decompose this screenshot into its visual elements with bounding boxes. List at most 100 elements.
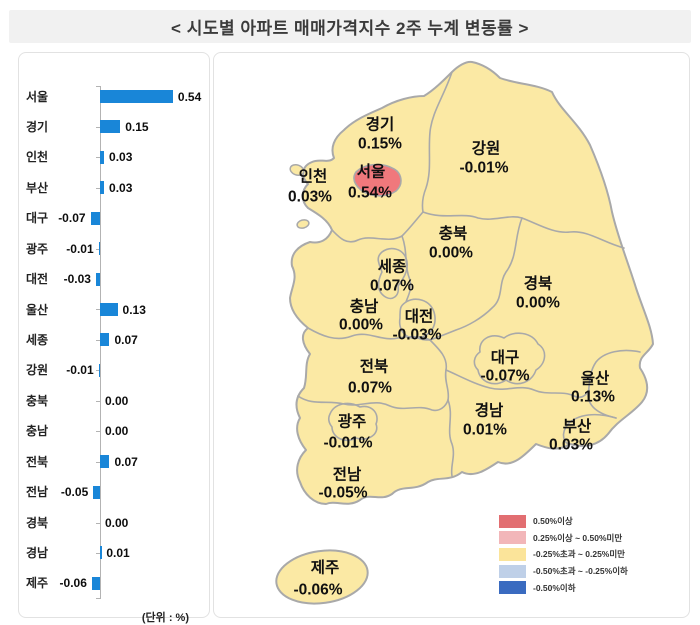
bar-value: -0.01 — [66, 363, 94, 378]
bar-value: -0.05 — [60, 485, 89, 500]
bar — [93, 485, 100, 499]
bar — [100, 455, 110, 469]
bar-category-label: 강원 — [26, 363, 49, 378]
bar-axis-tick — [96, 248, 100, 250]
legend-item: 0.25%이상 ~ 0.50%미만 — [499, 530, 628, 547]
bar-value: 0.00 — [105, 424, 129, 439]
map-region-name: 인천 — [299, 168, 328, 186]
bar-value: 0.01 — [106, 545, 130, 560]
map-region-name: 대구 — [491, 349, 520, 367]
bar-value: -0.03 — [63, 272, 91, 287]
bar — [98, 363, 100, 377]
bar-category-label: 대구 — [26, 211, 49, 226]
map-region-value: -0.05% — [318, 485, 367, 502]
bar — [100, 303, 118, 316]
legend-color-swatch — [499, 531, 526, 545]
bar-value: 0.00 — [105, 515, 129, 530]
legend-color-swatch — [499, 547, 526, 561]
bar-axis-tick — [96, 461, 100, 463]
unit-note: (단위 : %) — [141, 612, 189, 624]
bar-axis-tick — [96, 400, 100, 402]
bar-axis-tick — [96, 187, 100, 189]
legend-label: -0.50%이하 — [533, 582, 576, 593]
bar-category-label: 경북 — [26, 515, 49, 530]
bar-axis-tick — [96, 157, 100, 159]
bar-category-label: 인천 — [26, 150, 49, 165]
legend-label: -0.25%초과 ~ 0.25%미만 — [533, 549, 626, 560]
bar-category-label: 부산 — [26, 180, 49, 195]
bar — [100, 120, 121, 134]
bar-axis-tick — [96, 522, 100, 524]
bar-axis-tick — [96, 598, 100, 599]
bar-value: -0.01 — [66, 241, 94, 256]
bar-axis-tick — [96, 552, 100, 554]
legend-label: 0.50%이상 — [533, 516, 573, 527]
bar — [100, 181, 105, 195]
bar-category-label: 울산 — [26, 302, 49, 317]
map-region-value: 0.54% — [348, 185, 392, 202]
legend-color-swatch — [499, 581, 526, 595]
bar-category-label: 제주 — [26, 576, 49, 591]
map-region-name: 서울 — [357, 163, 386, 181]
map-legend: 0.50%이상 0.25%이상 ~ 0.50%미만 -0.25%초과 ~ 0.25%… — [499, 513, 628, 596]
bar-value: -0.07 — [58, 211, 86, 226]
legend-item: -0.25%초과 ~ 0.25%미만 — [499, 546, 628, 563]
map-region-name: 경기 — [366, 116, 395, 134]
bar — [100, 546, 102, 560]
bar-category-label: 서울 — [26, 89, 49, 104]
map-region-name: 충북 — [439, 225, 468, 243]
bar-category-label: 전남 — [26, 485, 49, 500]
bar — [100, 150, 105, 164]
bar-value: 0.07 — [114, 454, 138, 469]
bar-category-label: 세종 — [26, 332, 49, 347]
map-region-value: 0.01% — [463, 422, 507, 439]
bar-axis-tick — [96, 339, 100, 341]
bar-axis-tick — [96, 370, 100, 372]
bar — [100, 333, 110, 347]
legend-color-swatch — [499, 564, 526, 578]
bar-category-label: 광주 — [26, 241, 49, 256]
legend-item: -0.50%초과 ~ -0.25%이하 — [499, 563, 628, 580]
bar-category-label: 대전 — [26, 272, 49, 287]
legend-item: 0.50%이상 — [499, 513, 628, 530]
map-region-name: 부산 — [563, 418, 592, 436]
bar-axis-tick — [96, 431, 100, 433]
bar-category-label: 충북 — [26, 393, 49, 408]
map-region-name: 제주 — [311, 559, 340, 577]
bar-value: 0.54 — [177, 89, 202, 104]
bar-axis-tick — [96, 126, 100, 128]
bar-category-label: 경기 — [26, 119, 49, 134]
province-borders — [297, 71, 641, 477]
map-region-value: 0.15% — [358, 136, 402, 153]
map-region-name: 울산 — [581, 370, 610, 388]
map-region-name: 강원 — [472, 140, 501, 158]
bar — [100, 90, 173, 103]
map-region-name: 충남 — [350, 298, 379, 316]
bar-value: 0.13 — [122, 302, 146, 317]
bar — [91, 576, 100, 590]
legend-item: -0.50%이하 — [499, 579, 628, 596]
bar-value: 0.15 — [125, 119, 149, 134]
bar — [98, 242, 100, 256]
bar-value: 0.07 — [114, 332, 138, 347]
map-region-labels: 경기 0.15% 강원 -0.01% 인천 0.03% 서울 0.54% 충북 0.00% 세종 0.… — [288, 116, 615, 599]
bar-value: 0.00 — [105, 393, 129, 408]
bar-category-label: 경남 — [26, 545, 49, 560]
map-region-value: -0.07% — [480, 368, 529, 385]
island-small-2 — [296, 219, 310, 229]
map-region-value: 0.03% — [549, 437, 593, 454]
map-region-name: 경북 — [524, 275, 553, 293]
map-region-name: 전북 — [360, 358, 389, 376]
legend-label: -0.50%초과 ~ -0.25%이하 — [533, 566, 628, 577]
map-region-value: 0.07% — [370, 278, 414, 295]
map-shapes — [275, 60, 654, 605]
bar-chart: 서울 0.54 경기 0.15 인천 0.03 부산 0.03 대구 -0.07 광주 -0.01 대전… — [19, 53, 209, 617]
bar-value: -0.06 — [59, 576, 87, 591]
bar-category-label: 충남 — [26, 424, 49, 439]
legend-label: 0.25%이상 ~ 0.50%미만 — [533, 532, 623, 543]
map-region-name: 대전 — [405, 308, 434, 326]
map-region-value: -0.01% — [459, 160, 508, 177]
bar-category-label: 전북 — [26, 454, 49, 469]
island-small-1 — [289, 163, 305, 177]
